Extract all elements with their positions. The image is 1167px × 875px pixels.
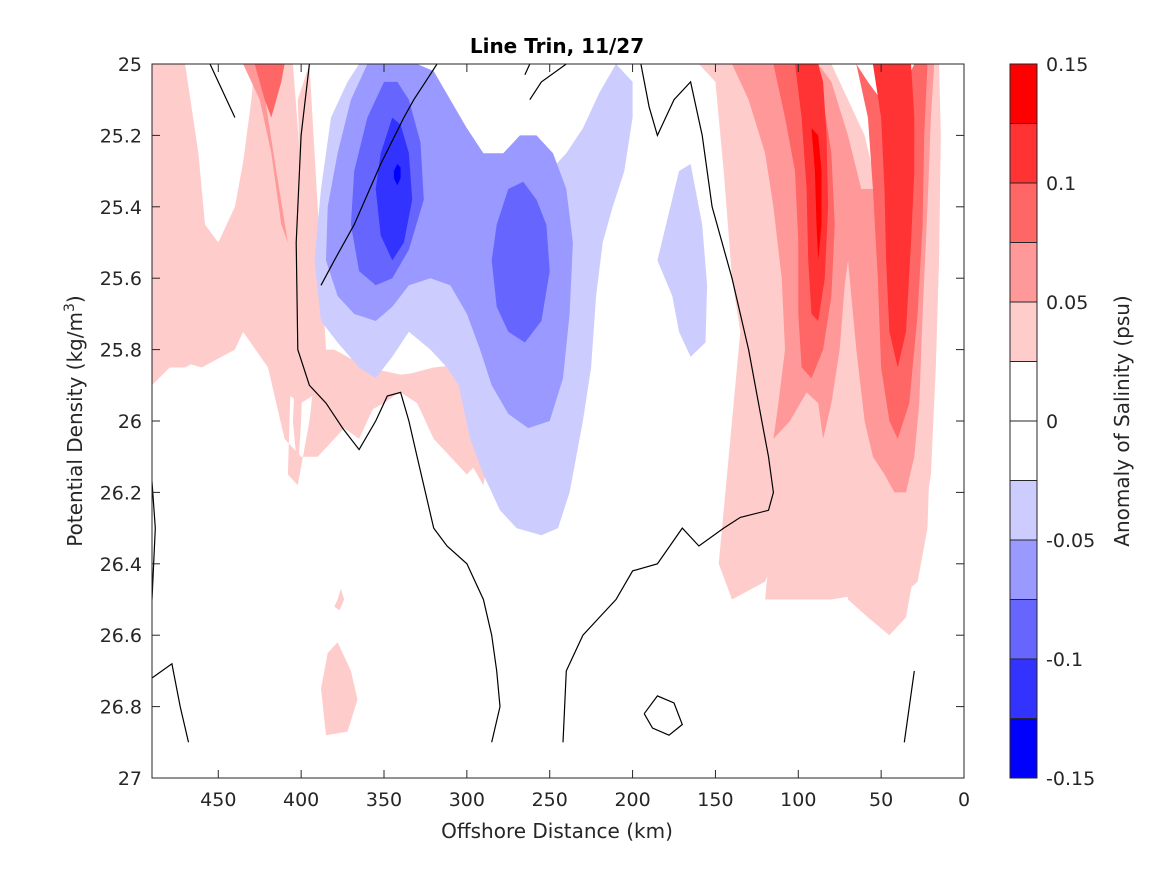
colorbar-band — [1010, 599, 1037, 659]
colorbar-band — [1010, 659, 1037, 719]
zero-contour-line-5 — [524, 64, 531, 75]
colorbar-band — [1010, 718, 1037, 778]
zero-contour-line-6 — [529, 64, 567, 101]
x-tick-label: 200 — [614, 789, 650, 811]
x-tick-label: 450 — [200, 789, 236, 811]
colorbar-band — [1010, 421, 1037, 481]
colorbar-tick-label: 0 — [1046, 411, 1058, 433]
y-tick-label: 26 — [118, 411, 142, 433]
zero-contour-line-2 — [209, 64, 236, 118]
x-axis-label: Offshore Distance (km) — [441, 819, 673, 843]
colorbar-label: Anomaly of Salinity (psu) — [1110, 295, 1134, 546]
y-tick-label: 25.4 — [100, 197, 142, 219]
x-tick-label: 350 — [366, 789, 402, 811]
colorbar: 0.15 0.1 0.05 0 -0.05 -0.1 -0.15 — [1009, 54, 1095, 790]
y-tick-label: 25.2 — [100, 125, 142, 147]
contour-region-12 — [872, 64, 915, 368]
contour-region-18 — [491, 181, 550, 343]
y-tick-label: 26.6 — [100, 625, 142, 647]
contour-region-19 — [375, 117, 413, 261]
zero-contour-line-1 — [152, 662, 190, 743]
x-axis-ticks: 450 400 350 300 250 200 150 100 50 0 — [200, 64, 970, 811]
x-tick-label: 100 — [780, 789, 816, 811]
y-tick-label: 26.8 — [100, 697, 142, 719]
colorbar-tick-label: -0.05 — [1046, 530, 1095, 552]
x-tick-label: 400 — [283, 789, 319, 811]
contour-fills — [152, 64, 941, 736]
x-tick-label: 300 — [449, 789, 485, 811]
y-tick-label: 25.6 — [100, 268, 142, 290]
plot-area: 450 400 350 300 250 200 150 100 50 0 2525.225.425… — [100, 54, 970, 811]
zero-contour-line-3 — [320, 64, 438, 286]
colorbar-band — [1010, 480, 1037, 540]
contour-region-2 — [243, 64, 288, 243]
colorbar-band — [1010, 540, 1037, 600]
contour-region-3 — [254, 64, 285, 118]
y-axis-label-main: Potential Density (kg/m — [63, 312, 87, 547]
colorbar-band — [1010, 64, 1037, 124]
colorbar-frame — [1009, 63, 1038, 779]
y-tick-label: 25 — [118, 54, 142, 76]
zero-contour-line-7 — [562, 64, 775, 743]
y-tick-label: 27 — [118, 768, 142, 790]
chart-title: Line Trin, 11/27 — [470, 34, 644, 58]
colorbar-ticks: 0.15 0.1 0.05 0 -0.05 -0.1 -0.15 — [1031, 54, 1095, 790]
colorbar-tick-label: -0.15 — [1046, 768, 1095, 790]
colorbar-tick-label: -0.1 — [1046, 649, 1083, 671]
x-tick-label: 250 — [532, 789, 568, 811]
y-axis-label: Potential Density (kg/m3) — [62, 295, 87, 546]
colorbar-bands — [1010, 64, 1037, 778]
x-tick-label: 150 — [697, 789, 733, 811]
colorbar-tick-label: 0.1 — [1046, 173, 1076, 195]
colorbar-tick-label: 0.15 — [1046, 54, 1088, 76]
contour-region-20 — [393, 164, 401, 186]
zero-contour-line-0 — [152, 481, 156, 600]
contour-region-4 — [334, 588, 345, 611]
y-axis-label-sup: 3 — [62, 303, 78, 312]
contour-region-1 — [152, 64, 492, 486]
contour-region-5 — [321, 642, 358, 736]
y-axis-ticks: 25 25.2 25.4 25.6 25.8 26 26.2 26.4 26.6 26.8 27 — [100, 54, 964, 790]
contour-region-11 — [795, 64, 829, 321]
zero-contour-lines — [152, 64, 915, 743]
zero-contour-line-9 — [903, 670, 915, 743]
y-tick-label: 26.2 — [100, 482, 142, 504]
zero-contour-line-4 — [295, 64, 501, 743]
y-tick-label: 26.4 — [100, 554, 142, 576]
colorbar-band — [1010, 361, 1037, 421]
x-tick-label: 50 — [869, 789, 893, 811]
zero-contour-line-8 — [643, 695, 684, 736]
colorbar-band — [1010, 183, 1037, 243]
colorbar-tick-label: 0.05 — [1046, 292, 1088, 314]
x-tick-label: 0 — [958, 789, 970, 811]
colorbar-band — [1010, 123, 1037, 183]
y-tick-label: 25.8 — [100, 340, 142, 362]
contour-region-13 — [811, 128, 822, 261]
colorbar-band — [1010, 242, 1037, 302]
colorbar-band — [1010, 302, 1037, 362]
contour-region-15 — [657, 164, 708, 357]
y-axis-label-end: ) — [63, 295, 87, 303]
